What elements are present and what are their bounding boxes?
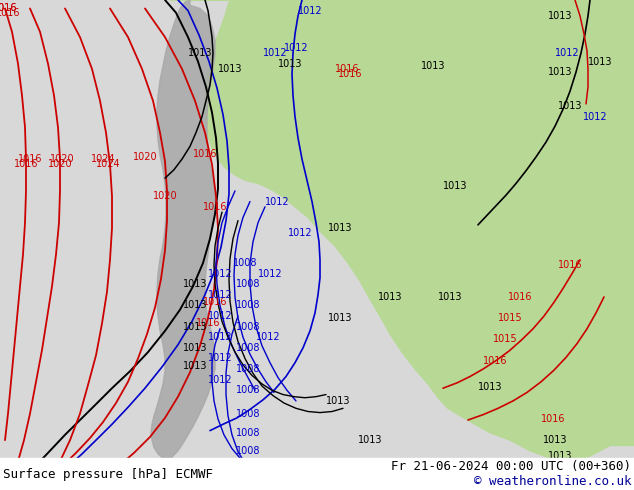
Text: 1015: 1015: [498, 313, 522, 323]
Text: 1013: 1013: [188, 48, 212, 58]
Text: 1013: 1013: [183, 343, 207, 353]
Text: 1013: 1013: [548, 11, 573, 21]
Text: 1012: 1012: [208, 375, 232, 385]
Text: 1013: 1013: [183, 279, 207, 289]
Text: 1013: 1013: [326, 396, 350, 406]
Text: 1013: 1013: [183, 361, 207, 371]
Text: 1012: 1012: [208, 311, 232, 321]
Text: 1016: 1016: [0, 8, 20, 18]
Text: 1013: 1013: [217, 64, 242, 74]
Text: 1020: 1020: [49, 154, 74, 164]
Text: 1012: 1012: [257, 269, 282, 279]
Text: 1013: 1013: [548, 67, 573, 77]
Text: 1013: 1013: [328, 313, 353, 323]
Text: Fr 21-06-2024 00:00 UTC (00+360): Fr 21-06-2024 00:00 UTC (00+360): [391, 460, 631, 473]
Text: 1008: 1008: [236, 343, 260, 353]
Text: 1016: 1016: [196, 318, 220, 328]
Text: 1013: 1013: [421, 61, 445, 71]
Text: 1016: 1016: [0, 3, 17, 14]
Text: 1013: 1013: [358, 435, 382, 445]
Text: 1013: 1013: [548, 451, 573, 461]
Text: 1012: 1012: [583, 112, 607, 122]
Text: 1012: 1012: [256, 332, 280, 343]
Text: 1020: 1020: [133, 152, 157, 162]
Text: 1012: 1012: [288, 228, 313, 238]
Text: 1013: 1013: [378, 292, 402, 302]
Text: 1016: 1016: [203, 202, 227, 212]
Polygon shape: [170, 0, 634, 462]
Text: <1012: <1012: [364, 462, 396, 472]
Polygon shape: [151, 0, 215, 462]
Text: 1020: 1020: [153, 191, 178, 201]
Text: 1016: 1016: [203, 297, 227, 307]
Text: 1016: 1016: [335, 64, 359, 74]
Text: 1016: 1016: [14, 159, 38, 170]
Text: 1016: 1016: [508, 292, 533, 302]
Text: 1013: 1013: [443, 181, 467, 191]
Text: 1012: 1012: [208, 269, 232, 279]
Text: 1020: 1020: [48, 159, 72, 170]
Text: 1012: 1012: [555, 48, 579, 58]
Text: 1016: 1016: [18, 154, 42, 164]
Text: 1016: 1016: [0, 3, 17, 14]
Text: 1013: 1013: [478, 382, 502, 392]
Text: 1008: 1008: [236, 321, 260, 332]
Text: 1012: 1012: [208, 332, 232, 343]
Text: 1008: 1008: [236, 385, 260, 395]
Text: 1008: 1008: [236, 300, 260, 311]
Text: 1013: 1013: [328, 223, 353, 233]
Text: 1016: 1016: [338, 69, 362, 79]
Text: 1015: 1015: [493, 334, 517, 344]
Text: 1012: 1012: [298, 5, 322, 16]
Text: 1008: 1008: [233, 258, 257, 268]
Text: 1013: 1013: [183, 321, 207, 332]
Text: 1016: 1016: [558, 260, 582, 270]
Text: © weatheronline.co.uk: © weatheronline.co.uk: [474, 475, 631, 488]
Text: 1008: 1008: [236, 279, 260, 289]
Text: 1016: 1016: [193, 149, 217, 159]
Text: 1008: 1008: [236, 446, 260, 456]
Text: 1013: 1013: [558, 101, 582, 111]
Text: 1024: 1024: [91, 154, 115, 164]
Text: 1013: 1013: [588, 56, 612, 67]
Text: 1016: 1016: [482, 356, 507, 366]
Text: 1012: 1012: [264, 196, 289, 206]
Text: 1012: 1012: [283, 43, 308, 53]
Text: Surface pressure [hPa] ECMWF: Surface pressure [hPa] ECMWF: [3, 467, 213, 481]
Text: 1024: 1024: [96, 159, 120, 170]
Text: 1008: 1008: [236, 364, 260, 374]
Text: 1012: 1012: [262, 48, 287, 58]
Text: 1013: 1013: [278, 59, 302, 69]
Text: 1012: 1012: [208, 353, 232, 364]
Text: 1013: 1013: [543, 435, 567, 445]
Text: 1012: 1012: [208, 290, 232, 300]
Bar: [0, 458, 634, 490]
Text: 1013: 1013: [437, 292, 462, 302]
Text: 1016: 1016: [541, 414, 566, 424]
Text: 1008: 1008: [236, 409, 260, 418]
Text: 1008: 1008: [236, 428, 260, 438]
Text: 1013: 1013: [183, 300, 207, 311]
